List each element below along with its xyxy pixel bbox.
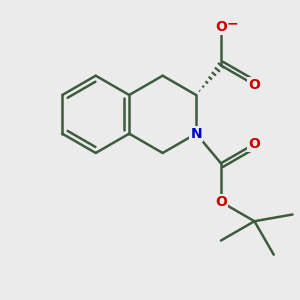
Text: O: O [215, 195, 227, 209]
Text: N: N [190, 127, 202, 141]
Text: O: O [215, 20, 227, 34]
Text: O: O [248, 137, 260, 151]
Text: −: − [226, 16, 238, 30]
Text: O: O [248, 78, 260, 92]
